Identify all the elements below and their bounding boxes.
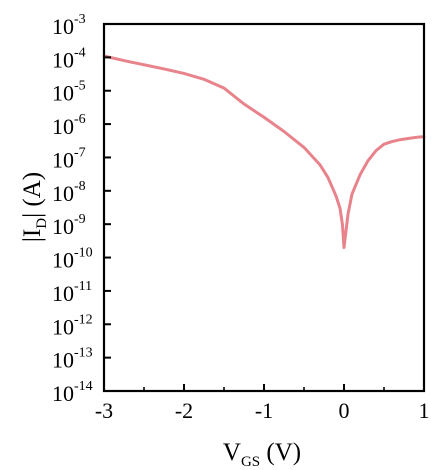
y-tick-label: 10-13 — [52, 346, 93, 373]
y-tick-exponent: -9 — [74, 212, 86, 227]
y-tick-base: 10 — [52, 348, 74, 373]
y-tick-base: 10 — [52, 281, 74, 306]
y-tick-label: 10-11 — [52, 279, 92, 306]
y-tick-base: 10 — [52, 114, 74, 139]
y-tick-exponent: -12 — [74, 312, 93, 327]
y-tick-exponent: -8 — [74, 179, 86, 194]
y-tick-exponent: -4 — [74, 45, 86, 60]
y-tick-base: 10 — [52, 248, 74, 273]
x-axis-title-main: V — [223, 439, 241, 466]
y-tick-label: 10-8 — [52, 179, 86, 206]
y-axis-title-post: | (A) — [19, 172, 46, 218]
y-tick-label: 10-4 — [52, 45, 86, 72]
x-tick-label: -2 — [175, 398, 193, 423]
x-tick-label: -3 — [95, 398, 113, 423]
y-tick-label: 10-3 — [52, 12, 86, 39]
axes: -3 -2 -1 0 110-310-410-510-610-710-810-910-1… — [52, 12, 430, 423]
y-tick-base: 10 — [52, 214, 74, 239]
y-tick-exponent: -14 — [74, 379, 93, 394]
y-tick-label: 10-10 — [52, 246, 93, 273]
axis-titles: VGS (V) |ID| (A) — [19, 172, 301, 470]
x-tick-label: 0 — [339, 398, 350, 423]
y-tick-base: 10 — [52, 47, 74, 72]
y-tick-label: 10-14 — [52, 379, 93, 406]
y-tick-base: 10 — [52, 181, 74, 206]
plot-area — [102, 54, 426, 249]
y-tick-label: 10-7 — [52, 145, 86, 172]
y-tick-exponent: -5 — [74, 79, 86, 94]
y-tick-label: 10-6 — [52, 112, 86, 139]
y-tick-label: 10-9 — [52, 212, 86, 239]
series-line-0 — [102, 54, 426, 249]
y-axis-title: |ID| (A) — [19, 172, 50, 242]
x-tick-label: -1 — [255, 398, 273, 423]
y-tick-base: 10 — [52, 14, 74, 39]
y-tick-exponent: -11 — [74, 279, 92, 294]
y-tick-exponent: -7 — [74, 145, 86, 160]
x-tick-label: 1 — [419, 398, 430, 423]
y-tick-exponent: -6 — [74, 112, 86, 127]
y-tick-exponent: -13 — [74, 346, 93, 361]
y-axis-title-pre: |I — [19, 229, 46, 242]
y-tick-base: 10 — [52, 81, 74, 106]
x-axis-title-unit: (V) — [260, 439, 301, 466]
y-tick-exponent: -10 — [74, 246, 93, 261]
y-tick-label: 10-12 — [52, 312, 93, 339]
plot-frame — [102, 22, 426, 393]
x-axis-title-sub: GS — [241, 454, 260, 470]
y-tick-exponent: -3 — [74, 12, 86, 27]
y-tick-base: 10 — [52, 381, 74, 406]
y-tick-label: 10-5 — [52, 79, 86, 106]
x-axis-title: VGS (V) — [223, 439, 301, 470]
y-tick-base: 10 — [52, 314, 74, 339]
y-tick-base: 10 — [52, 147, 74, 172]
y-axis-title-sub: D — [34, 218, 50, 229]
